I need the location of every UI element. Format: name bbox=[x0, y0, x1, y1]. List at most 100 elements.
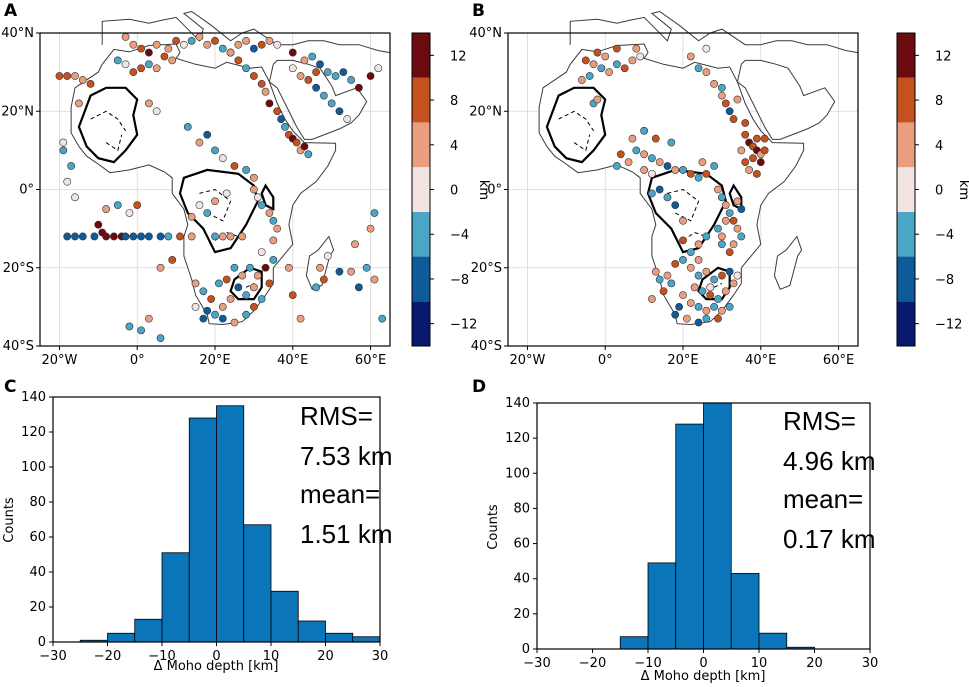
y-tick-label: 0 bbox=[38, 635, 46, 650]
station-point bbox=[686, 263, 695, 272]
station-point bbox=[288, 48, 297, 57]
x-axis-label: Δ Moho depth [km] bbox=[154, 659, 279, 674]
station-point bbox=[620, 64, 629, 73]
coast-madagascar bbox=[305, 235, 335, 290]
y-tick-label: 80 bbox=[29, 495, 46, 510]
y-tick-label: 40°N bbox=[1, 26, 34, 41]
station-point bbox=[663, 193, 672, 202]
station-point bbox=[269, 256, 278, 264]
colorbar-cell bbox=[897, 122, 915, 168]
station-point bbox=[187, 232, 196, 241]
station-point bbox=[121, 60, 130, 69]
station-point bbox=[211, 197, 219, 206]
y-axis-label: Counts bbox=[486, 504, 501, 550]
station-point bbox=[273, 224, 282, 233]
x-tick-label: 40°E bbox=[277, 353, 308, 368]
station-point bbox=[218, 44, 227, 53]
station-point bbox=[741, 130, 750, 139]
station-point bbox=[121, 33, 130, 41]
map-panel-b: 20°W 0° 20°E 40°E 60°E 40°N 20°N 0° 20°S 40°S bbox=[469, 10, 859, 368]
station-point bbox=[663, 162, 672, 170]
station-point bbox=[242, 64, 251, 73]
station-point bbox=[144, 48, 153, 57]
histogram-bar bbox=[703, 402, 732, 650]
station-point bbox=[316, 263, 324, 272]
station-point bbox=[733, 224, 742, 233]
map-panel-a: 20°W 0° 20°E 40°E 60°E 40°N 20°N 0° 20°S 40°S bbox=[1, 10, 391, 368]
station-point bbox=[686, 169, 695, 178]
colorbar-tick-label: 8 bbox=[935, 94, 943, 109]
x-axis-label: Δ Moho depth [km] bbox=[641, 669, 766, 684]
x-tick-label: 20°E bbox=[199, 353, 230, 368]
colorbar-cell bbox=[412, 77, 430, 123]
x-tick-label: 10 bbox=[263, 649, 280, 664]
x-tick-label: 10 bbox=[751, 656, 768, 671]
station-point bbox=[339, 68, 348, 77]
y-tick-label: 60 bbox=[513, 537, 530, 552]
y-axis-label: Counts bbox=[2, 497, 17, 543]
station-point bbox=[284, 263, 293, 272]
y-tick-label: 20 bbox=[29, 600, 46, 615]
station-point bbox=[113, 56, 122, 65]
station-point bbox=[242, 291, 251, 300]
station-point bbox=[647, 295, 656, 303]
histogram-bar bbox=[161, 552, 190, 643]
y-tick-label: 20°N bbox=[469, 104, 502, 119]
y-tick-label: 20°S bbox=[3, 261, 34, 276]
station-point bbox=[702, 306, 711, 315]
x-tick-label: 0° bbox=[130, 353, 145, 368]
station-point bbox=[686, 52, 695, 61]
station-point bbox=[312, 283, 321, 292]
station-point bbox=[187, 36, 196, 45]
station-point bbox=[760, 134, 769, 143]
histogram-bar bbox=[134, 618, 163, 643]
terrane-boundary bbox=[713, 282, 723, 288]
station-point bbox=[752, 169, 761, 178]
station-point bbox=[714, 224, 722, 233]
station-point bbox=[655, 275, 664, 284]
station-point bbox=[717, 240, 726, 249]
station-point bbox=[168, 256, 177, 264]
station-point bbox=[663, 271, 672, 280]
station-point bbox=[273, 107, 282, 116]
station-point bbox=[242, 310, 251, 319]
station-point bbox=[249, 302, 258, 311]
station-point bbox=[74, 99, 83, 108]
station-point bbox=[725, 248, 734, 256]
station-point bbox=[752, 134, 761, 143]
station-point bbox=[129, 232, 138, 241]
station-point bbox=[304, 76, 313, 84]
station-point bbox=[172, 36, 181, 45]
station-point bbox=[698, 287, 707, 296]
histogram-bar bbox=[325, 632, 354, 643]
y-tick-label: 20 bbox=[513, 607, 530, 622]
station-point bbox=[265, 209, 274, 217]
station-point bbox=[686, 248, 695, 256]
terrane-boundary bbox=[682, 231, 707, 241]
station-point bbox=[234, 56, 243, 65]
station-point bbox=[671, 310, 680, 319]
histogram-bar bbox=[216, 405, 245, 643]
station-point bbox=[671, 166, 680, 174]
coast-europe bbox=[101, 10, 391, 54]
colorbar-tick-label: −12 bbox=[450, 318, 477, 333]
terrane-boundary bbox=[214, 231, 239, 241]
colorbar-cell bbox=[412, 122, 430, 168]
colorbar-tick-label: −12 bbox=[935, 318, 962, 333]
colorbar-cell bbox=[412, 301, 430, 346]
station-point bbox=[288, 291, 297, 300]
station-point bbox=[249, 44, 258, 53]
station-point bbox=[249, 283, 258, 292]
station-point bbox=[195, 138, 204, 147]
station-point bbox=[319, 91, 328, 100]
station-point bbox=[710, 275, 719, 284]
x-tick-label: −30 bbox=[39, 649, 66, 664]
station-point bbox=[218, 232, 227, 241]
station-point bbox=[714, 295, 722, 303]
station-point bbox=[737, 146, 746, 155]
station-point bbox=[737, 232, 746, 241]
panel-label-a: A bbox=[4, 1, 18, 21]
station-point bbox=[121, 232, 130, 241]
station-point bbox=[230, 318, 239, 327]
y-tick-label: 140 bbox=[505, 396, 530, 411]
